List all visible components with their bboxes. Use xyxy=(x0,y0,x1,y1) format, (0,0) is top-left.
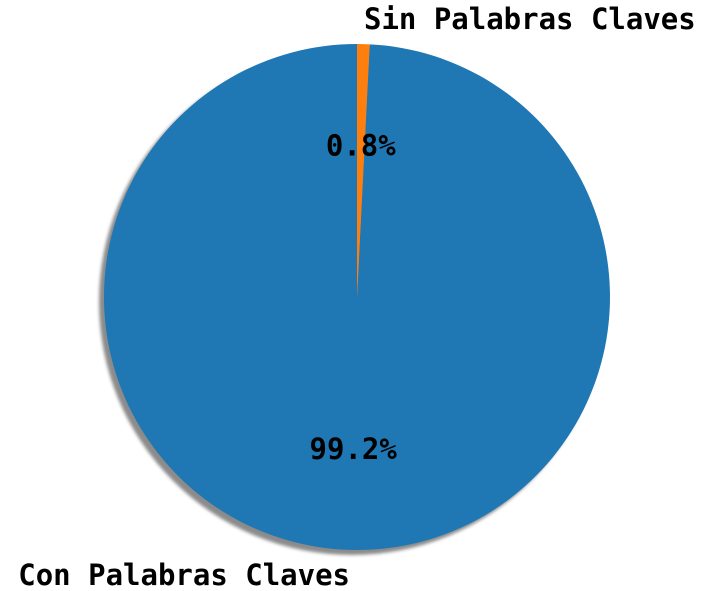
pie-slice-con-palabras-claves xyxy=(103,43,610,550)
pie-slice-sin-palabras-claves xyxy=(357,44,370,297)
pie-pct-label: 99.2% xyxy=(310,432,398,466)
pie-category-label: Con Palabras Claves xyxy=(18,558,350,591)
pie-pct-label: 0.8% xyxy=(326,128,396,162)
pie-category-label: Sin Palabras Claves xyxy=(364,2,696,36)
